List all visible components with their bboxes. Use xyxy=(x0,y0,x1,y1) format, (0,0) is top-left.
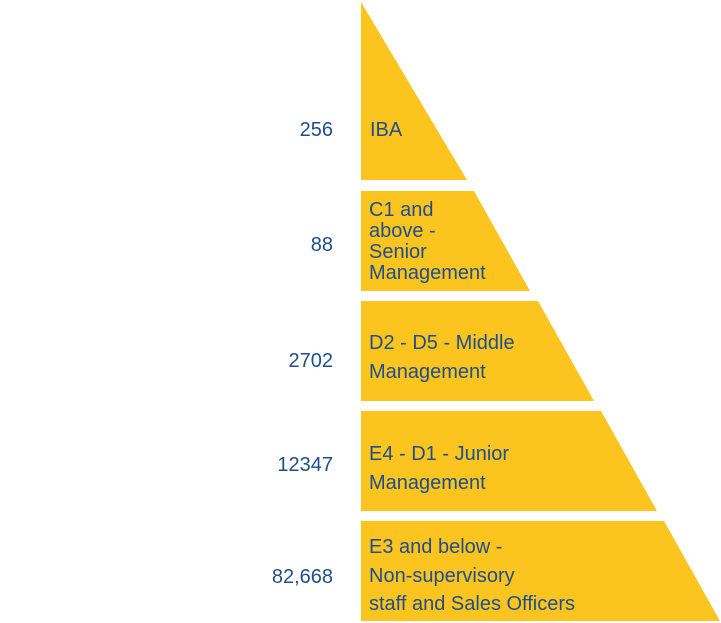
tier-4-label-line-2: Management xyxy=(369,472,486,494)
pyramid-tier-5: 82,668 E3 and below - Non-supervisory st… xyxy=(272,521,720,621)
tier-2-count: 88 xyxy=(311,234,333,256)
tier-3-label-line-2: Management xyxy=(369,361,486,383)
tier-5-label-line-1: E3 and below - xyxy=(369,536,502,558)
tier-5-shape xyxy=(361,521,720,621)
tier-2-label-line-2: above - xyxy=(369,220,436,242)
tier-1-shape xyxy=(361,2,467,180)
tier-2-label-line-1: C1 and xyxy=(369,199,434,221)
tier-1-count: 256 xyxy=(300,119,333,141)
tier-1-label-line-1: IBA xyxy=(370,119,403,141)
tier-2-label-line-3: Senior xyxy=(369,241,427,263)
tier-3-shape xyxy=(361,301,594,401)
tier-5-label-line-3: staff and Sales Officers xyxy=(369,593,575,615)
tier-5-label-line-2: Non-supervisory xyxy=(369,565,515,587)
tier-3-count: 2702 xyxy=(289,350,334,372)
tier-4-label-line-1: E4 - D1 - Junior xyxy=(369,443,509,465)
tier-5-label: E3 and below - Non-supervisory staff and… xyxy=(369,536,575,615)
tier-4-shape xyxy=(361,411,657,511)
pyramid-tier-3: 2702 D2 - D5 - Middle Management xyxy=(289,301,594,401)
tier-2-label-line-4: Management xyxy=(369,262,486,284)
tier-5-count: 82,668 xyxy=(272,566,333,588)
tier-4-label: E4 - D1 - Junior Management xyxy=(369,443,515,494)
pyramid-tier-2: 88 C1 and above - Senior Management xyxy=(311,191,530,291)
tier-3-label-line-1: D2 - D5 - Middle xyxy=(369,332,515,354)
pyramid-tier-1: 256 IBA xyxy=(300,2,467,180)
tier-2-shape xyxy=(361,191,530,291)
tier-2-label: C1 and above - Senior Management xyxy=(369,199,486,284)
tier-3-label: D2 - D5 - Middle Management xyxy=(369,332,520,383)
pyramid-tier-4: 12347 E4 - D1 - Junior Management xyxy=(277,411,657,511)
tier-1-label: IBA xyxy=(370,119,403,141)
tier-4-count: 12347 xyxy=(277,454,333,476)
